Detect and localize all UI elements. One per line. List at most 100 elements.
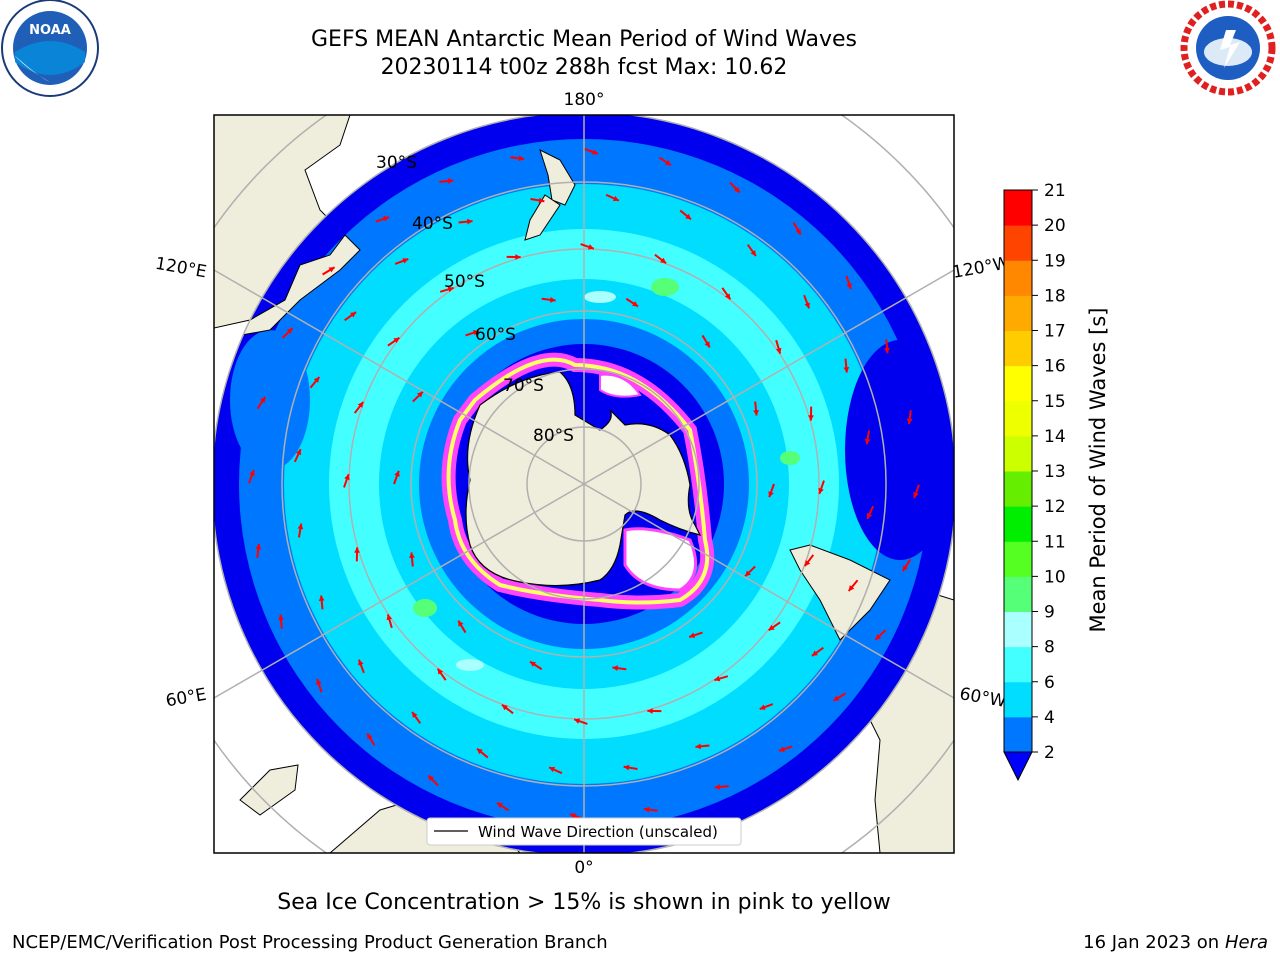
wind-arrow-head [357,401,364,408]
wind-arrow-head [689,632,696,639]
arrow-legend: Wind Wave Direction (unscaled) [426,817,742,846]
wind-arrow-head [587,244,594,250]
wind-arrow-head [447,178,454,184]
colorbar-tick-label: 9 [1044,603,1055,623]
footer-branch: NCEP/EMC/Verification Post Processing Pr… [12,932,608,953]
colorbar-segment [1004,716,1032,753]
colorbar-segment [1004,190,1032,226]
wind-arrow-head [383,216,390,222]
wind-arrow-head [538,197,545,204]
colorbar-tick-label: 13 [1044,462,1066,482]
colorbar-segment [1004,541,1032,577]
wind-arrow-head [249,470,255,476]
wind-arrow-head [458,620,464,627]
footer-date: 16 Jan 2023 on Hera [1083,932,1268,953]
lat-label-70s: 70°S [503,376,544,396]
wind-arrow-head [795,228,801,235]
colorbar-tick-label: 4 [1044,708,1055,728]
colorbar-tick-label: 10 [1044,567,1066,587]
wind-arrow-head [496,802,503,809]
lat-label-40s: 40°S [412,214,453,234]
wind-arrow-head [875,634,882,640]
svg-text:Wind Wave Direction (unscaled): Wind Wave Direction (unscaled) [478,823,718,841]
wind-arrow-head [804,302,810,309]
wind-arrow-head [714,784,721,790]
wind-arrow-head [833,695,840,701]
nws-logo [1180,0,1276,96]
wind-arrow-head [386,614,393,621]
wind-arrow-head [848,585,855,592]
wind-arrow-head [864,438,871,445]
colorbar-tick-label: 12 [1044,497,1066,517]
wind-arrow-head [768,624,775,631]
wind-arrow-head [570,813,576,819]
sea-ice-note: Sea Ice Concentration > 15% is shown in … [277,890,891,915]
svg-text:NOAA: NOAA [29,23,71,38]
wind-arrow-head [295,449,302,456]
wind-arrow-head [259,396,266,403]
colorbar-tick-label: 14 [1044,427,1066,447]
wind-arrow-head [866,512,873,519]
graticule [214,115,954,853]
colorbar-extend-arrow [1003,751,1033,782]
wind-arrow-head [412,711,418,718]
colorbar-segment [1004,681,1032,718]
wind-arrow-head [612,195,619,202]
madagascar-landmass [239,764,299,816]
wind-arrow-head [297,523,304,530]
colorbar-segment [1004,260,1032,296]
wind-arrow-head [467,218,473,225]
wind-arrow-head [778,746,785,752]
wind-arrow-head [750,250,756,257]
colorbar-tick-label: 6 [1044,673,1055,693]
colorbar-tick-label: 11 [1044,532,1066,552]
wind-arrow-head [660,257,667,264]
colorbar-tick-label: 18 [1044,286,1066,306]
colorbar-tick-label: 21 [1044,181,1066,201]
wind-arrow-head [759,704,766,710]
wind-arrow-head [354,547,360,553]
wind-arrow-head [394,470,400,477]
wind-arrow-head [344,474,350,481]
lon-label-180: 180° [564,90,605,110]
wind-arrow-head [612,665,618,671]
lon-label-60e: 60°E [164,685,208,712]
wind-arrow-head [843,367,850,373]
wind-arrow-head [515,254,521,260]
noaa-logo: NOAA [1,0,99,97]
colorbar: 2 4 6 8 9 10 11 12 13 14 15 16 17 18 19 20 21 [1003,181,1066,782]
lon-label-120e: 120°E [154,254,208,283]
wind-arrow-head [318,595,325,601]
lat-label-80s: 80°S [533,426,574,446]
wind-arrow-head [518,155,525,162]
wind-arrow-head [714,675,721,682]
wind-arrow-head [447,286,454,293]
lon-label-0: 0° [574,858,593,878]
colorbar-tick-label: 15 [1044,392,1066,412]
wind-arrow-head [328,267,335,273]
colorbar-segment [1004,646,1032,683]
chart-title: GEFS MEAN Antarctic Mean Period of Wind … [311,27,857,52]
chart-subtitle: 20230114 t00z 288h fcst Max: 10.62 [380,55,788,80]
wind-arrow-head [501,704,508,711]
wind-arrow-head [811,650,818,656]
wind-arrow-head [367,733,373,740]
wind-arrow-head [818,487,824,494]
lat-label-30s: 30°S [376,153,417,173]
wind-arrow-head [472,329,479,336]
wind-arrow-head [286,328,293,334]
colorbar-segment [1004,225,1032,261]
colorbar-segment [1004,295,1032,331]
footer-machine: Hera [1224,932,1268,953]
wind-arrow-head [409,552,415,559]
wind-arrow-head [417,391,423,398]
wind-arrow-head [647,708,653,714]
wind-arrow-head [623,764,630,771]
colorbar-tick-label: 16 [1044,357,1066,377]
wind-arrow-head [529,661,536,667]
lon-label-60w: 60°W [958,684,1008,712]
wind-arrow-head [734,186,740,193]
wind-arrow-head [685,213,692,220]
lat-label-50s: 50°S [444,272,485,292]
